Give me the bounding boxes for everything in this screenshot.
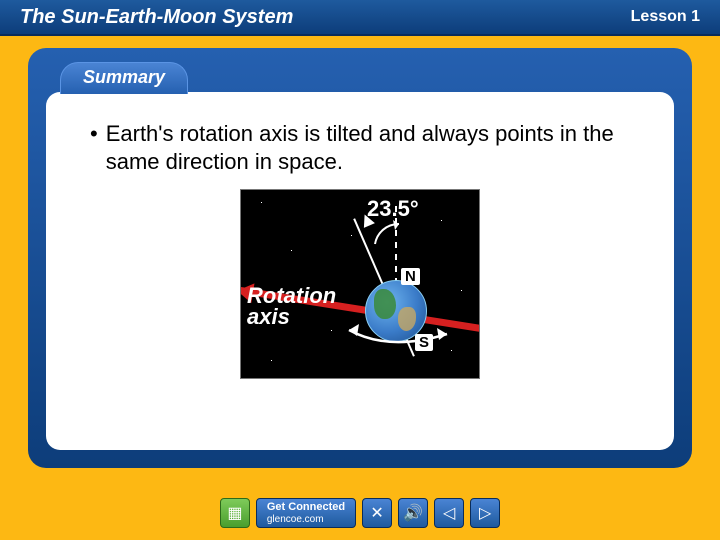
forward-icon: ▷ xyxy=(479,503,491,523)
earth-axis-diagram: 23.5° Rotation axis N S xyxy=(240,189,480,379)
forward-button[interactable]: ▷ xyxy=(470,498,500,528)
tilt-angle-label: 23.5° xyxy=(367,196,419,222)
navigation-bar: ▦ Get Connected glencoe.com ✕ 🔊 ◁ ▷ xyxy=(0,494,720,532)
chapter-title: The Sun-Earth-Moon System xyxy=(20,6,293,29)
close-button[interactable]: ✕ xyxy=(362,498,392,528)
rotation-arrows-icon xyxy=(339,318,459,358)
content-body: • Earth's rotation axis is tilted and al… xyxy=(46,92,674,450)
back-button[interactable]: ◁ xyxy=(434,498,464,528)
audio-button[interactable]: 🔊 xyxy=(398,498,428,528)
summary-tab-label: Summary xyxy=(83,67,165,87)
rotation-axis-label: Rotation axis xyxy=(247,286,336,328)
header-bar: The Sun-Earth-Moon System Lesson 1 xyxy=(0,0,720,36)
back-icon: ◁ xyxy=(443,503,455,523)
north-pole-label: N xyxy=(401,268,420,285)
connect-url: glencoe.com xyxy=(267,514,345,525)
content-panel: Summary • Earth's rotation axis is tilte… xyxy=(28,48,692,468)
get-connected-button[interactable]: Get Connected glencoe.com xyxy=(256,498,356,528)
bullet-text: Earth's rotation axis is tilted and alwa… xyxy=(106,120,636,175)
bullet-item: • Earth's rotation axis is tilted and al… xyxy=(84,120,636,175)
bullet-dot-icon: • xyxy=(84,120,98,148)
audio-icon: 🔊 xyxy=(403,503,423,523)
lesson-label: Lesson 1 xyxy=(631,8,700,26)
summary-tab: Summary xyxy=(60,62,188,94)
notes-icon: ▦ xyxy=(227,503,242,523)
south-pole-label: S xyxy=(415,334,433,351)
slide-frame: The Sun-Earth-Moon System Lesson 1 Summa… xyxy=(0,0,720,540)
notes-button[interactable]: ▦ xyxy=(220,498,250,528)
connect-title: Get Connected xyxy=(267,501,345,513)
close-icon: ✕ xyxy=(370,503,383,523)
